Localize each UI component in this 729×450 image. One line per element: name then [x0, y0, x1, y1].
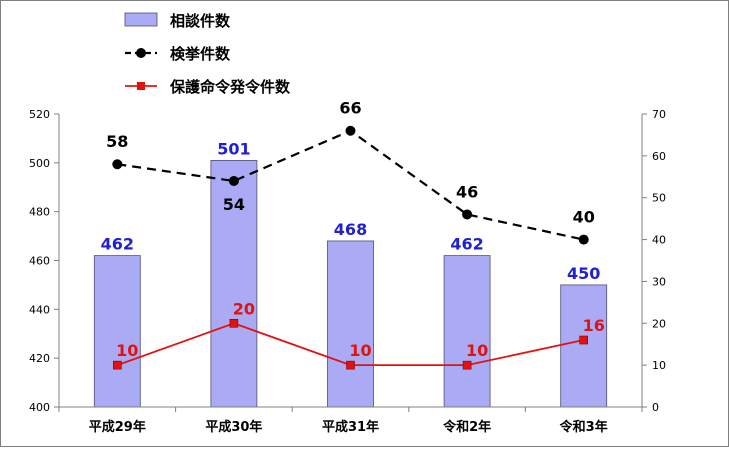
left-tick-label: 480 — [29, 206, 50, 219]
line-data-label: 54 — [223, 195, 245, 214]
legend-swatch-marker — [137, 82, 145, 90]
point-marker — [345, 125, 356, 136]
right-tick-label: 50 — [652, 192, 666, 205]
legend-label: 保護命令発令件数 — [169, 78, 291, 96]
bar-data-label: 462 — [450, 235, 483, 254]
bar-2 — [210, 159, 258, 408]
x-tick-label: 平成30年 — [205, 419, 262, 435]
x-tick-label: 平成31年 — [322, 419, 379, 435]
legend-label: 検挙件数 — [170, 45, 231, 63]
point-marker — [579, 335, 589, 345]
line-data-label: 40 — [573, 208, 595, 227]
bar-data-label: 468 — [334, 220, 367, 239]
right-tick-label: 60 — [652, 150, 666, 163]
left-tick-label: 420 — [29, 352, 50, 365]
legend-swatch-bar — [124, 12, 158, 27]
line-data-label: 20 — [233, 299, 255, 318]
right-tick-label: 70 — [652, 108, 666, 121]
point-marker — [228, 175, 239, 186]
line-data-label: 10 — [349, 341, 371, 360]
line-data-label: 66 — [339, 99, 361, 118]
right-tick-label: 20 — [652, 317, 666, 330]
line-data-label: 10 — [116, 341, 138, 360]
line-data-label: 46 — [456, 182, 478, 201]
left-tick-label: 440 — [29, 303, 50, 316]
legend-swatch-marker — [136, 48, 146, 58]
right-tick-label: 10 — [652, 359, 666, 372]
left-tick-label: 520 — [29, 108, 50, 121]
axes: 400 420 440 460 480 500 520 0 10 20 30 40 50 60 70 平成29… — [29, 108, 666, 435]
x-tick-label: 令和2年 — [443, 419, 491, 435]
bar-data-label: 462 — [101, 235, 134, 254]
right-tick-label: 0 — [652, 401, 659, 414]
point-marker — [462, 209, 473, 220]
line-data-label: 58 — [106, 132, 128, 151]
point-marker — [112, 159, 123, 170]
bar-data-label: 450 — [567, 264, 600, 283]
left-tick-label: 500 — [29, 157, 50, 170]
left-tick-label: 400 — [29, 401, 50, 414]
x-tick-label: 令和3年 — [560, 419, 608, 435]
bars — [93, 159, 608, 408]
lines — [112, 125, 589, 370]
x-tick-label: 平成29年 — [89, 419, 146, 435]
point-marker — [462, 360, 472, 370]
data-labels: 462 501 468 462 450 58 54 66 46 40 10 20 10 10 16 — [101, 99, 605, 360]
point-marker — [113, 360, 122, 370]
bar-3 — [327, 240, 374, 408]
point-marker — [578, 234, 589, 245]
bar-5 — [560, 284, 608, 408]
bar-data-label: 501 — [217, 139, 250, 158]
bar-1 — [93, 255, 141, 408]
right-tick-label: 30 — [652, 275, 666, 288]
point-marker — [229, 318, 239, 328]
line-data-label: 16 — [583, 316, 605, 335]
point-marker — [346, 360, 355, 370]
bar-4 — [443, 255, 491, 408]
line-data-label: 10 — [466, 341, 488, 360]
left-tick-label: 460 — [29, 255, 50, 268]
right-tick-label: 40 — [652, 234, 666, 247]
legend-label: 相談件数 — [170, 12, 231, 30]
